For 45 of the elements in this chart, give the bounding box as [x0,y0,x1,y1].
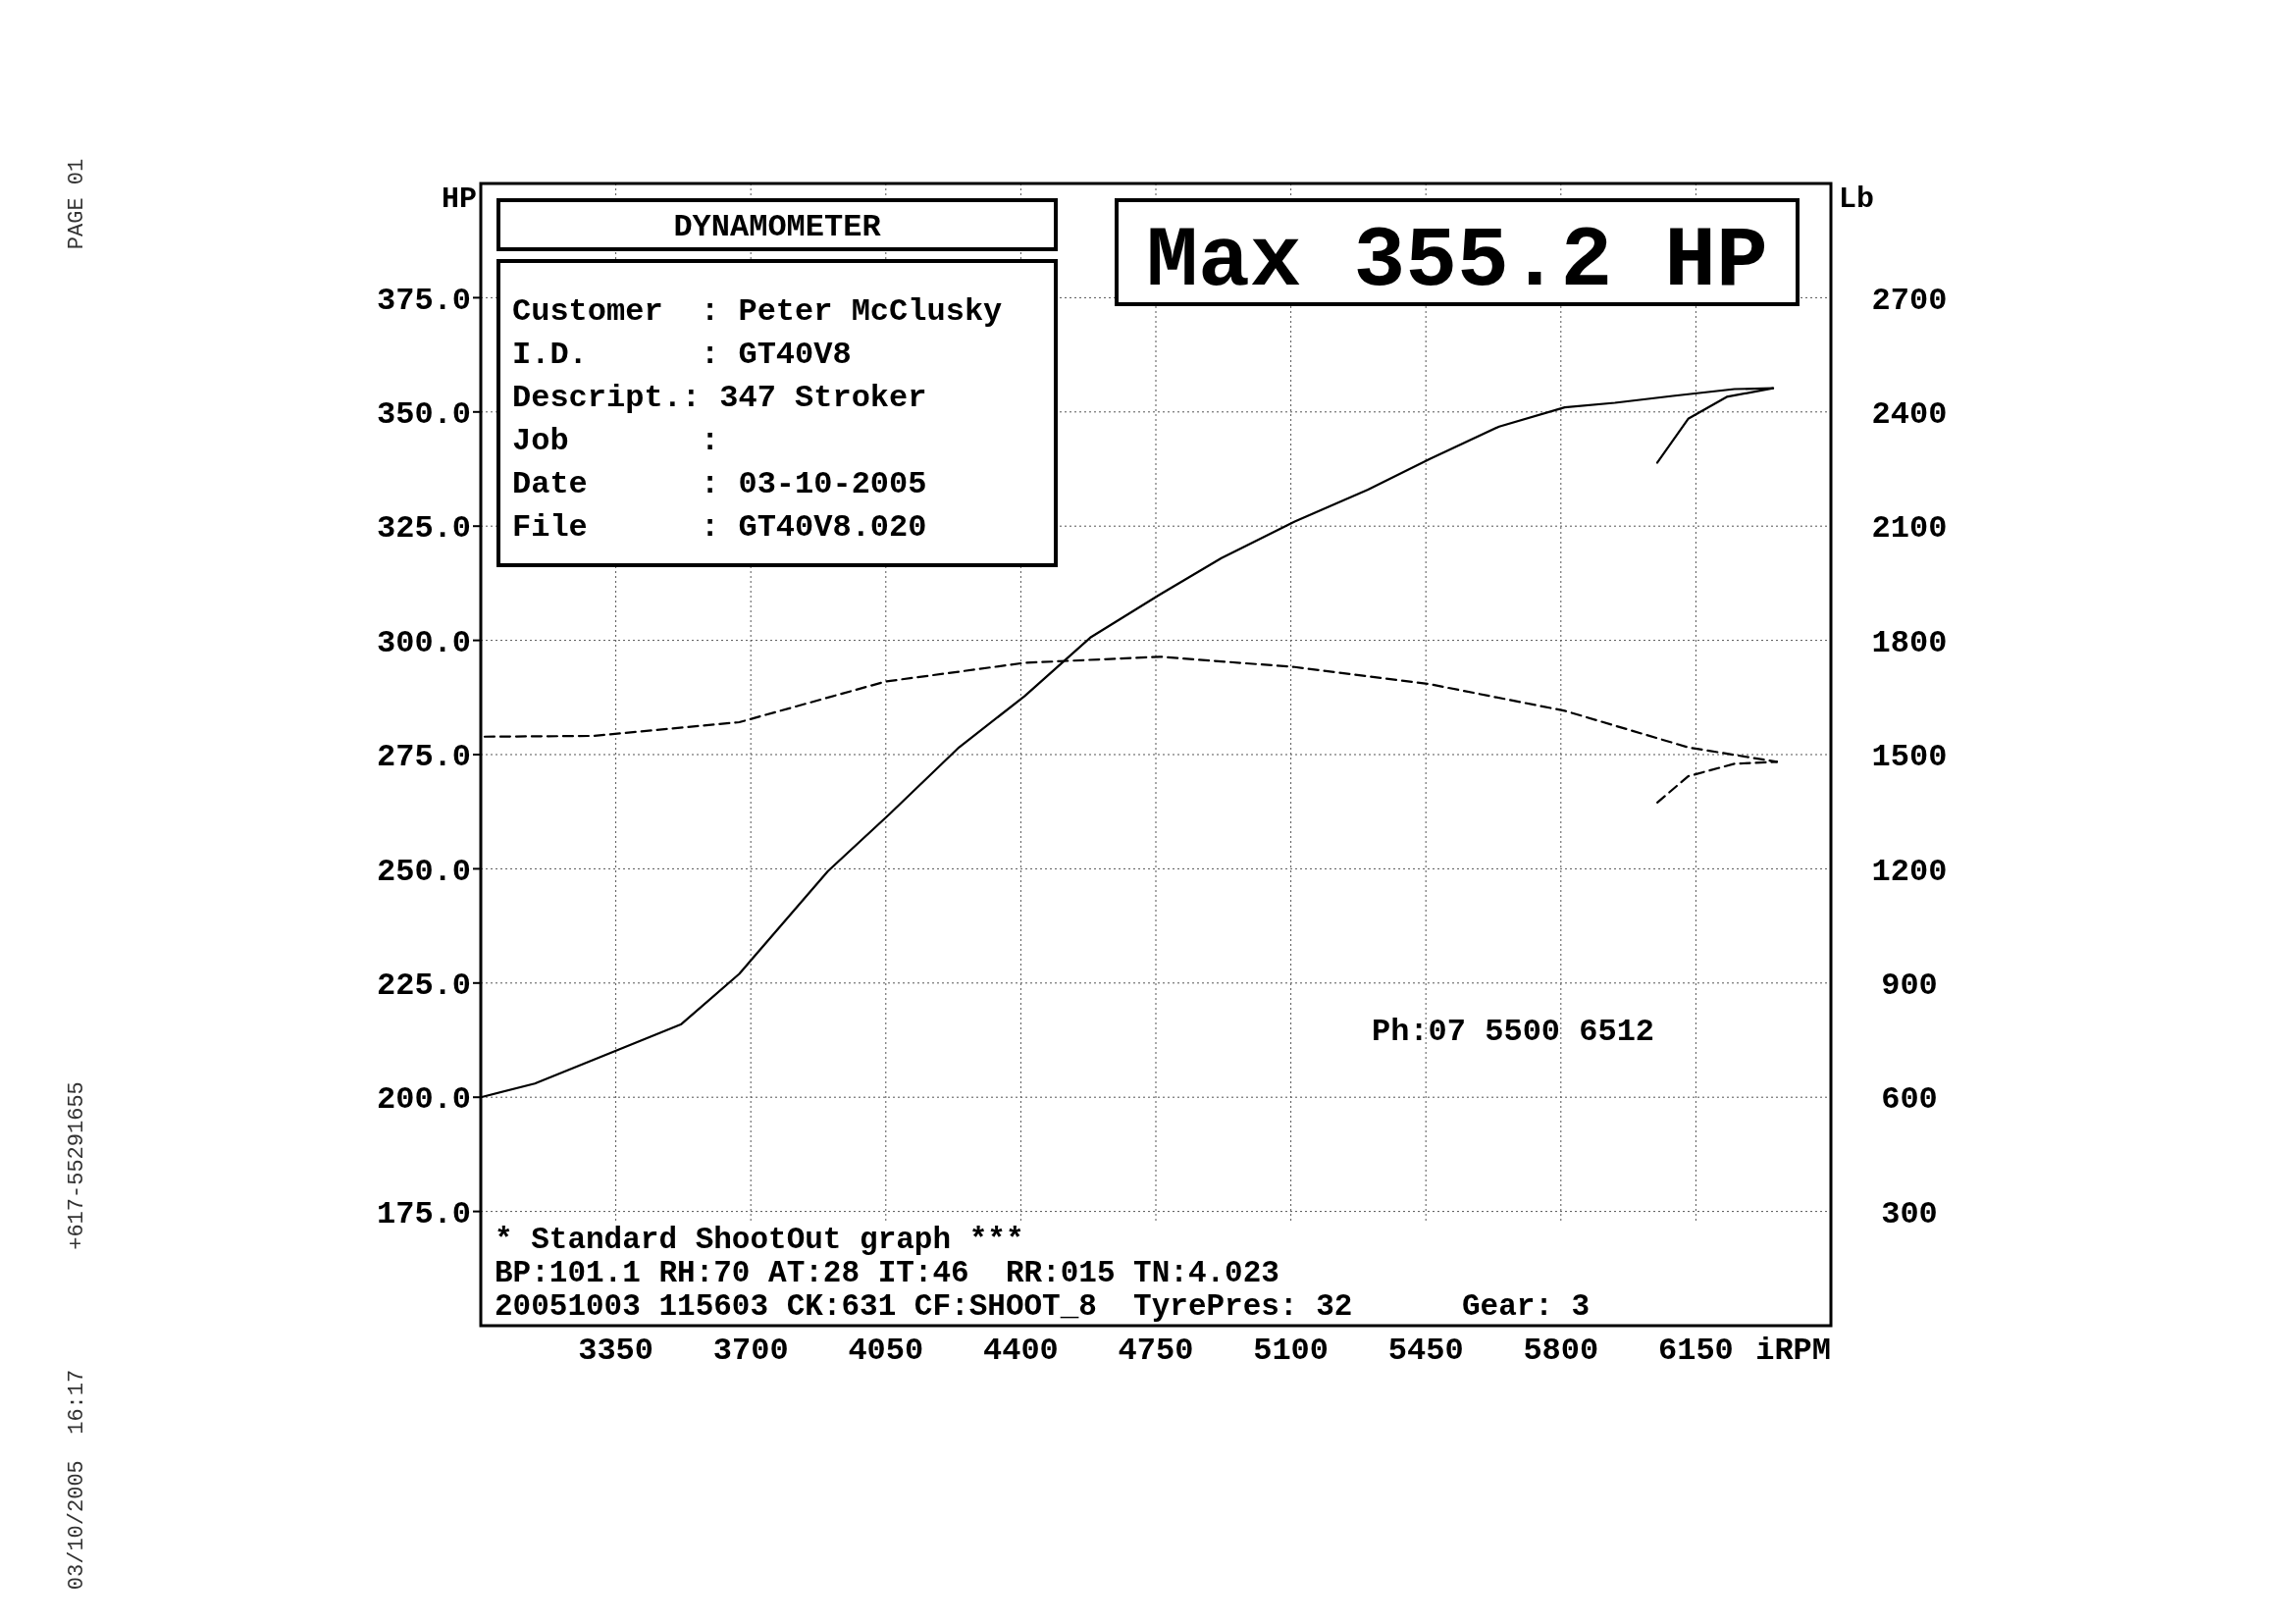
x-tick-label: 4750 [1118,1333,1194,1369]
y2-tick-label: 2700 [1871,282,1948,319]
annotation: Ph:07 5500 6512 [1372,1014,1655,1050]
y2-tick-label: 1500 [1871,739,1948,776]
annotation: I.D. : GT40V8 [512,337,852,373]
y-tick-label: 225.0 [376,968,471,1004]
text: PAGE 01 [65,158,89,250]
y-tick-label: 200.0 [376,1081,471,1119]
y2-axis-title: Lb [1839,183,1875,216]
text: 03/10/2005 16:17 [65,1369,89,1591]
y2-tick-label: 600 [1881,1081,1938,1119]
y-tick-label: 300.0 [376,624,471,661]
y-tick-label: 325.0 [376,510,471,548]
x-tick-label: 6150 [1657,1333,1734,1369]
y2-tick-label: 2400 [1871,396,1948,433]
y-tick-label: 275.0 [376,739,471,776]
y2-tick-label: 300 [1881,1195,1938,1232]
y2-tick-label: 1800 [1871,624,1948,661]
annotation: * Standard ShootOut graph *** [495,1223,1024,1257]
x-tick-label: 5800 [1523,1333,1599,1369]
y-tick-label: 175.0 [376,1195,471,1232]
y-tick-label: 350.0 [376,396,471,433]
annotation: Max 355.2 HP [1146,213,1768,310]
annotation: Job : [512,423,720,459]
x-tick-label: 4400 [982,1333,1059,1369]
x-axis-title: iRPM [1755,1333,1831,1369]
x-tick-label: 5450 [1387,1333,1464,1369]
x-tick-label: 5100 [1253,1333,1330,1369]
annotation: Customer : Peter McClusky [512,293,1003,330]
y2-tick-label: 1200 [1871,853,1948,890]
y-tick-label: 250.0 [376,853,471,890]
x-tick-label: 4050 [848,1333,924,1369]
x-tick-label: 3700 [712,1333,789,1369]
y2-tick-label: 900 [1881,968,1938,1004]
annotation: 20051003 115603 CK:631 CF:SHOOT_8 TyrePres: 32 Gear: 3 [495,1289,1591,1324]
annotation: File : GT40V8.020 [512,509,927,546]
text: DYNAMOMETER [673,209,882,245]
annotation: Descript.: 347 Stroker [512,380,927,416]
annotation: BP:101.1 RH:70 AT:28 IT:46 RR:015 TN:4.023 [495,1256,1279,1290]
y-axis-title: HP [441,183,477,216]
x-tick-label: 3350 [578,1333,654,1369]
annotation: Date : 03-10-2005 [512,466,927,502]
text: +617-55291655 [65,1081,89,1250]
y2-tick-label: 2100 [1871,510,1948,548]
y-tick-label: 375.0 [376,282,471,319]
